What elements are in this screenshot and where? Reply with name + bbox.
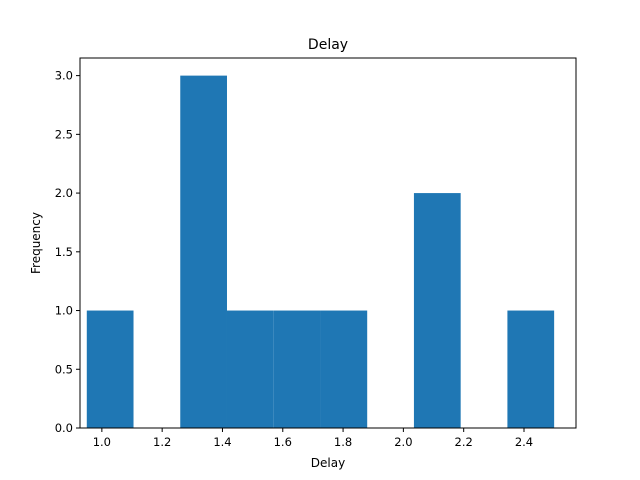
y-tick-label: 0.5	[55, 362, 73, 376]
histogram-bar	[86, 310, 134, 428]
plot-frame	[79, 57, 577, 429]
y-tick-label: 1.5	[55, 245, 73, 259]
y-tick-label: 1.0	[55, 304, 73, 318]
y-tick-label: 3.0	[55, 69, 73, 83]
x-tick-label: 1.6	[274, 435, 292, 449]
histogram-bar	[273, 310, 321, 428]
histogram-bar	[320, 310, 368, 428]
x-tick-label: 1.4	[213, 435, 231, 449]
x-tick-label: 2.0	[394, 435, 412, 449]
bars-group	[86, 75, 555, 428]
y-tick-label: 0.0	[55, 421, 73, 435]
y-axis-label: Frequency	[29, 212, 43, 274]
histogram-bar	[507, 310, 555, 428]
x-tick-label: 1.0	[93, 435, 111, 449]
y-axis-ticks: 0.0 0.5 1.0 1.5 2.0 2.5 3.0	[55, 69, 80, 435]
x-tick-label: 1.8	[334, 435, 352, 449]
x-tick-label: 2.2	[455, 435, 473, 449]
y-tick-label: 2.0	[55, 186, 73, 200]
x-tick-label: 2.4	[515, 435, 533, 449]
x-axis-ticks: 1.0 1.2 1.4 1.6 1.8 2.0 2.2 2.4	[93, 428, 533, 449]
histogram-bar	[226, 310, 274, 428]
chart-title: Delay	[308, 37, 348, 53]
x-axis-label: Delay	[311, 456, 345, 470]
histogram-bar	[180, 75, 227, 428]
histogram-bar	[413, 193, 461, 428]
x-tick-label: 1.2	[153, 435, 171, 449]
y-tick-label: 2.5	[55, 127, 73, 141]
